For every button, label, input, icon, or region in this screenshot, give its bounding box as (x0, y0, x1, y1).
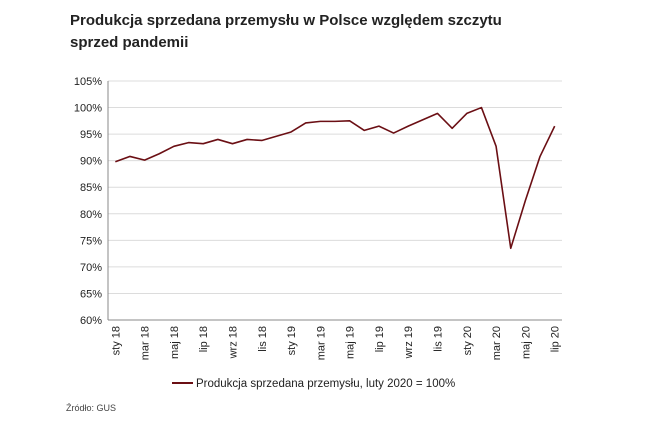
x-tick-label: lis 19 (433, 326, 445, 352)
y-tick-label: 105% (74, 76, 102, 88)
x-tick-label: sty 20 (462, 326, 474, 355)
legend: Produkcja sprzedana przemysłu, luty 2020… (172, 378, 455, 390)
y-tick-label: 65% (80, 288, 102, 300)
y-tick-label: 60% (80, 315, 102, 327)
x-tick-label: wrz 18 (227, 326, 239, 359)
x-tick-label: maj 20 (520, 326, 532, 359)
x-tick-label: sty 19 (286, 326, 298, 355)
y-tick-label: 80% (80, 209, 102, 221)
x-tick-label: lip 18 (198, 326, 210, 352)
x-tick-label: wrz 19 (403, 326, 415, 359)
y-tick-label: 100% (74, 103, 102, 115)
x-tick-label: mar 20 (491, 326, 503, 360)
y-tick-label: 70% (80, 262, 102, 274)
y-tick-label: 75% (80, 235, 102, 247)
x-tick-label: mar 19 (315, 326, 327, 360)
gridlines (108, 80, 562, 294)
chart-title: Produkcja sprzedana przemysłu w Polsce w… (70, 12, 502, 51)
x-tick-label: maj 18 (169, 326, 181, 359)
y-axis: 60% 65% 70% 75% 80% 85% 90% 95% 100% 105% (74, 76, 109, 327)
y-tick-label: 85% (80, 182, 102, 194)
x-tick-label: lip 20 (550, 326, 562, 352)
x-tick-label: maj 19 (345, 326, 357, 359)
x-tick-label: mar 18 (140, 326, 152, 360)
series (115, 106, 556, 250)
y-tick-label: 95% (80, 129, 102, 141)
y-tick-label: 90% (80, 156, 102, 168)
x-axis: sty 18 mar 18 maj 18 lip 18 wrz 18 lis 18 sty … (108, 319, 562, 360)
source-note: Źródło: GUS (66, 403, 117, 413)
x-tick-label: sty 18 (110, 326, 122, 355)
x-tick-label: lis 18 (257, 326, 269, 352)
x-tick-label: lip 19 (374, 326, 386, 352)
legend-label: Produkcja sprzedana przemysłu, luty 2020… (196, 378, 455, 390)
series-line (115, 106, 556, 250)
